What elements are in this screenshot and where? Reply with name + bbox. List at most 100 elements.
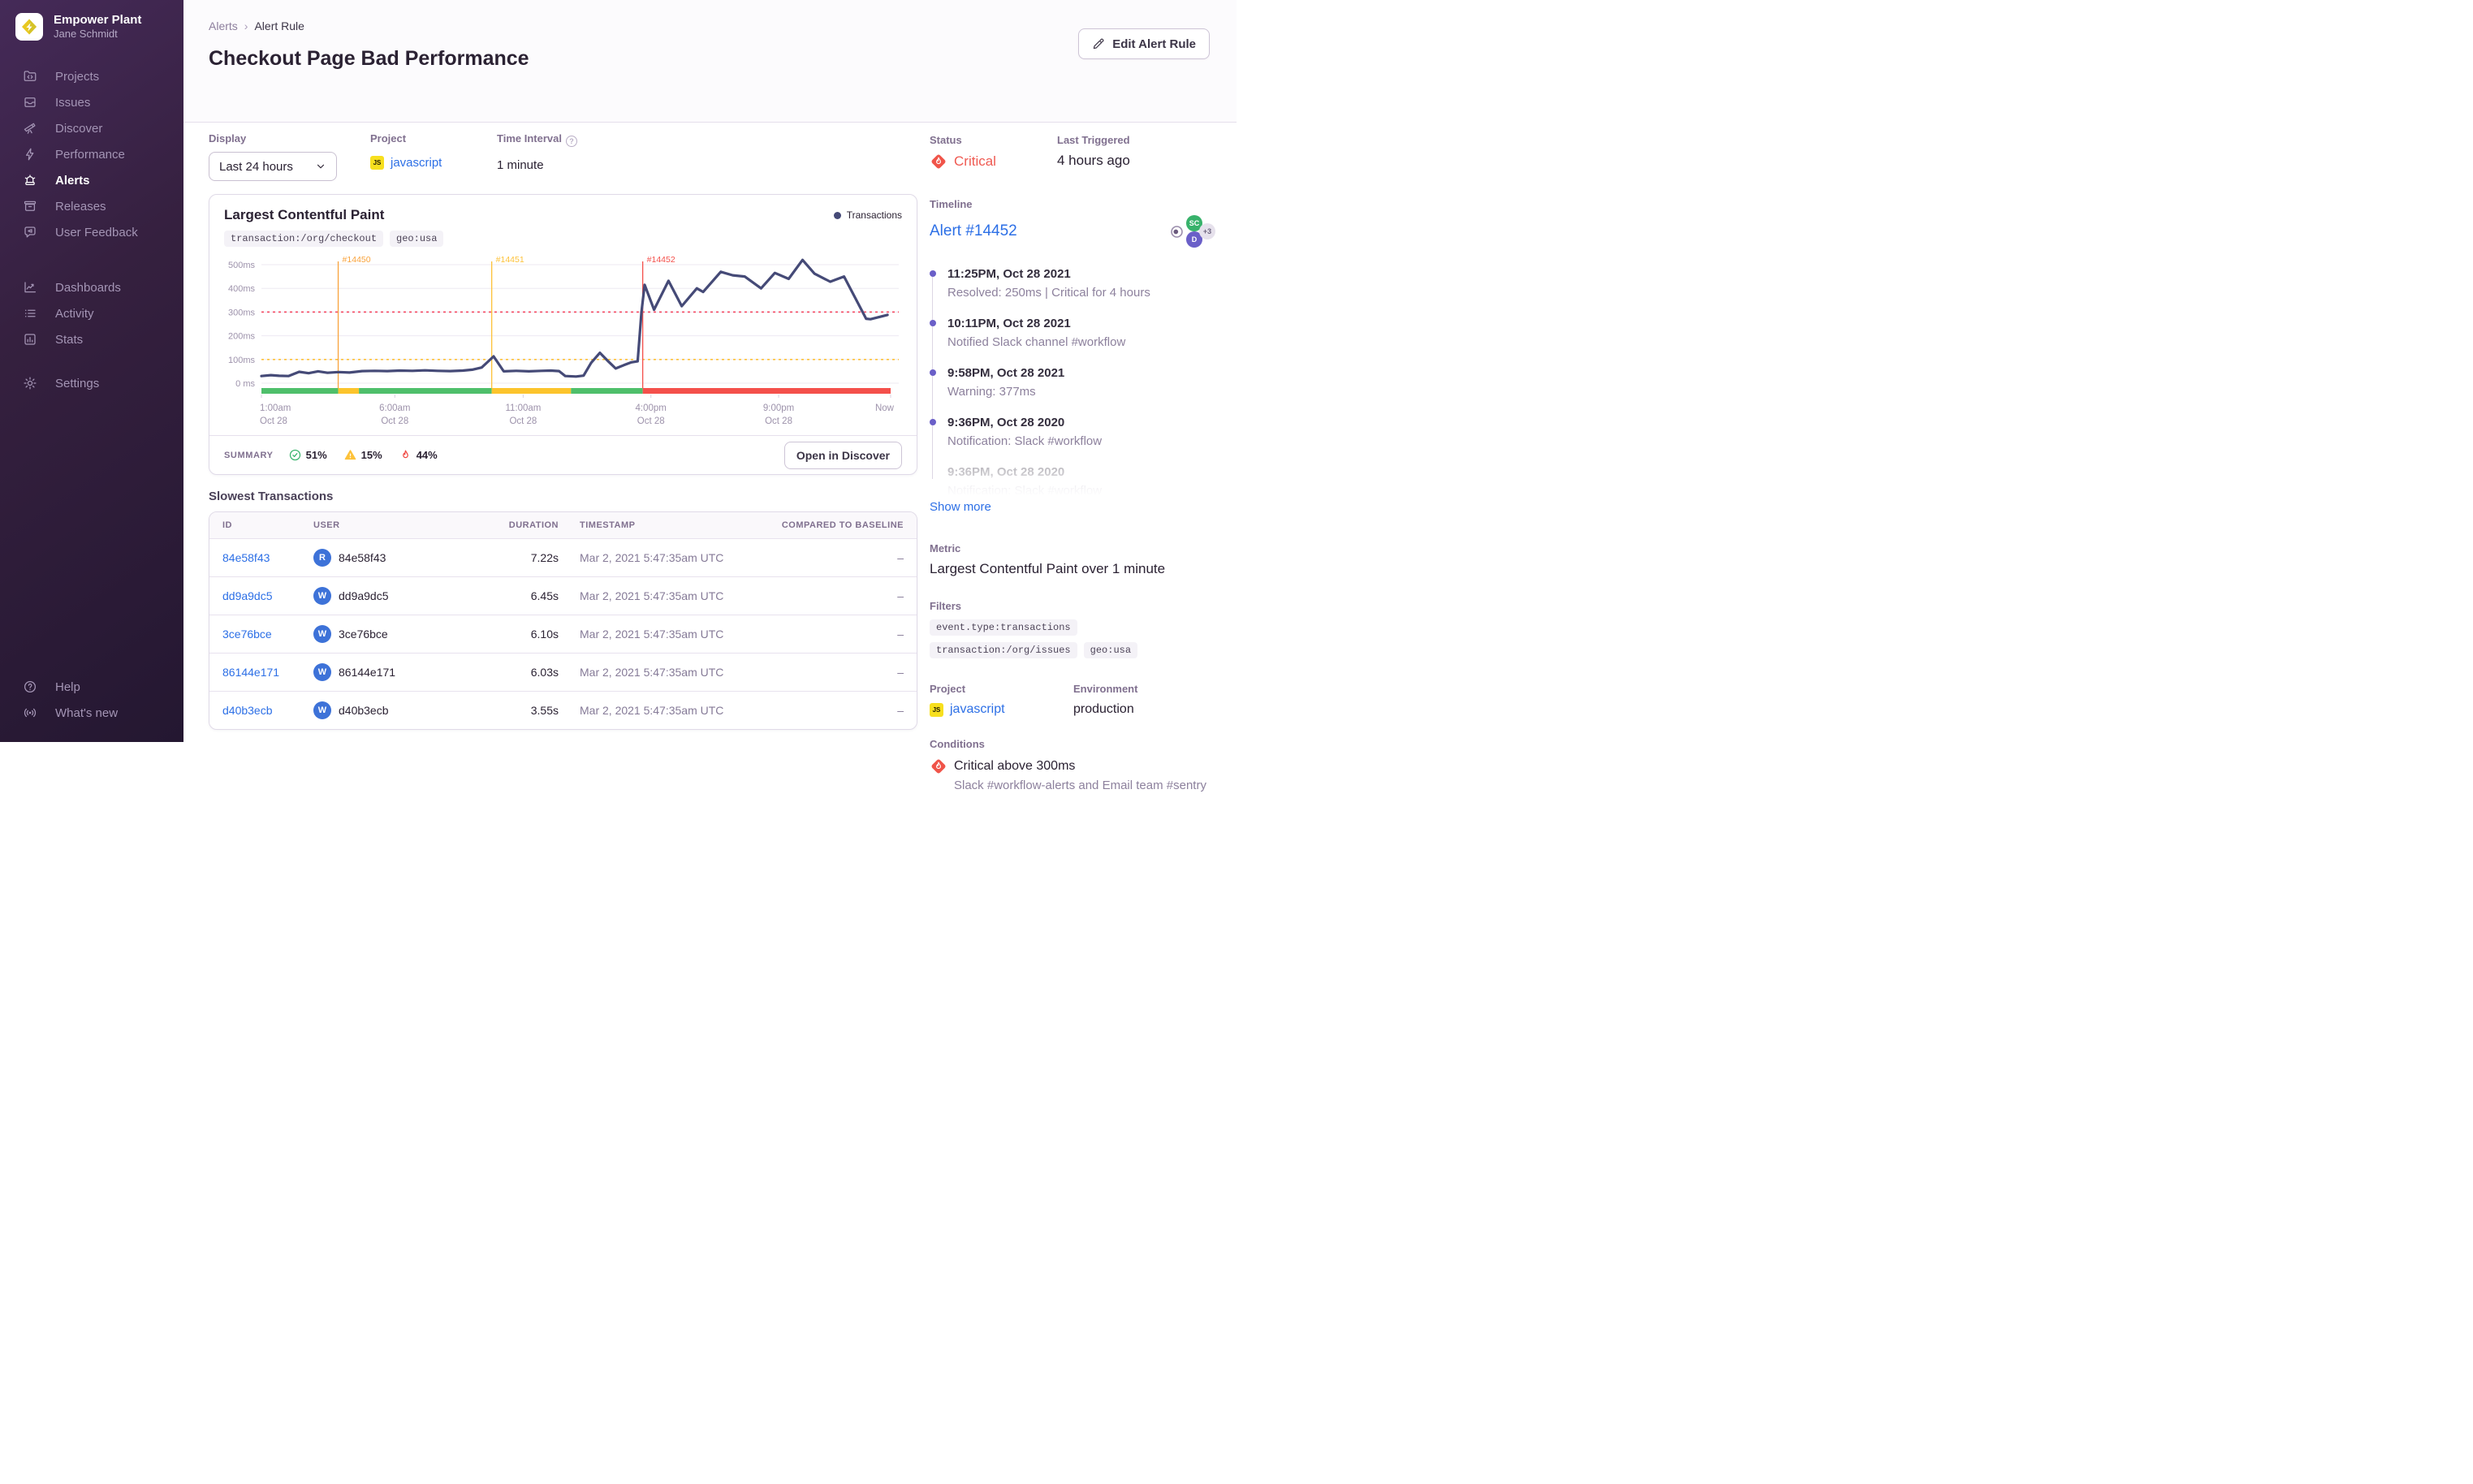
sidebar: Empower Plant Jane Schmidt Projects Issue… bbox=[0, 0, 183, 742]
breadcrumb-current: Alert Rule bbox=[254, 19, 304, 32]
help-tooltip-icon[interactable]: ? bbox=[565, 136, 577, 147]
show-more-link[interactable]: Show more bbox=[930, 500, 991, 514]
sidebar-item-label: Performance bbox=[55, 147, 125, 162]
sidebar-item-label: Discover bbox=[55, 121, 103, 136]
svg-text:Oct 28: Oct 28 bbox=[381, 416, 408, 426]
alert-number-link[interactable]: Alert #14452 bbox=[930, 222, 1017, 239]
sidebar-item-what-s-new[interactable]: What's new bbox=[0, 700, 183, 726]
sidebar-item-discover[interactable]: Discover bbox=[0, 115, 183, 141]
svg-text:0 ms: 0 ms bbox=[235, 379, 255, 389]
settings-icon bbox=[23, 376, 37, 390]
duration-value: 6.03s bbox=[530, 666, 559, 679]
lcp-chart: 0 ms 100ms 200ms 300ms 400ms 500ms #14450 #1445… bbox=[228, 255, 899, 426]
timeline-dot bbox=[930, 270, 936, 277]
transaction-id-link[interactable]: 3ce76bce bbox=[222, 628, 272, 641]
edit-alert-rule-button[interactable]: Edit Alert Rule bbox=[1078, 28, 1210, 59]
transactions-legend-label: Transactions bbox=[846, 209, 902, 221]
col-user: USER bbox=[313, 520, 340, 530]
alert-row: Alert #14452 SC D +3 bbox=[930, 215, 1215, 248]
org-logo bbox=[15, 13, 43, 41]
user-id: 3ce76bce bbox=[339, 628, 388, 641]
event-description: Resolved: 250ms | Critical for 4 hours bbox=[947, 286, 1150, 300]
project-link[interactable]: javascript bbox=[391, 156, 442, 170]
page-header: Alerts › Alert Rule Checkout Page Bad Pe… bbox=[183, 0, 1236, 123]
environment-value: production bbox=[1073, 702, 1134, 716]
project-detail-link[interactable]: javascript bbox=[950, 702, 1005, 716]
sidebar-item-user-feedback[interactable]: User Feedback bbox=[0, 219, 183, 245]
project-block: Project JS javascript bbox=[930, 683, 1073, 717]
activity-icon bbox=[23, 306, 37, 321]
event-description: Warning: 377ms bbox=[947, 385, 1036, 399]
transactions-table-body: 84e58f43 R 84e58f43 7.22s Mar 2, 2021 5:47:3… bbox=[209, 538, 917, 729]
transaction-id-link[interactable]: 84e58f43 bbox=[222, 551, 270, 564]
breadcrumb-alerts-link[interactable]: Alerts bbox=[209, 19, 238, 32]
event-time: 9:36PM, Oct 28 2020 bbox=[947, 416, 1065, 429]
sidebar-item-label: User Feedback bbox=[55, 225, 138, 239]
org-switcher[interactable]: Empower Plant Jane Schmidt bbox=[0, 0, 183, 41]
sidebar-item-stats[interactable]: Stats bbox=[0, 326, 183, 352]
sidebar-item-alerts[interactable]: Alerts bbox=[0, 167, 183, 193]
chart-summary-footer: SUMMARY 51% bbox=[209, 435, 917, 474]
summary-ok-stat: 51% bbox=[288, 448, 327, 462]
timestamp-value: Mar 2, 2021 5:47:35am UTC bbox=[580, 589, 724, 602]
sidebar-item-settings[interactable]: Settings bbox=[0, 370, 183, 396]
sidebar-nav: Projects Issues Discover Performance Alerts R… bbox=[0, 41, 183, 742]
svg-text:Oct 28: Oct 28 bbox=[260, 416, 287, 426]
transaction-id-link[interactable]: d40b3ecb bbox=[222, 704, 273, 717]
sidebar-item-label: Activity bbox=[55, 306, 94, 321]
filters-label: Filters bbox=[930, 600, 962, 612]
sidebar-item-projects[interactable]: Projects bbox=[0, 63, 183, 89]
sidebar-group-4: Help What's new bbox=[0, 674, 183, 726]
check-circle-icon bbox=[289, 449, 300, 461]
warning-triangle-icon bbox=[344, 450, 356, 460]
filter-tag: event.type:transactions bbox=[930, 619, 1077, 636]
table-row[interactable]: 84e58f43 R 84e58f43 7.22s Mar 2, 2021 5:47:3… bbox=[209, 538, 917, 576]
transaction-id-link[interactable]: 86144e171 bbox=[222, 666, 280, 679]
transactions-legend-dot bbox=[833, 211, 841, 219]
empower-plant-logo-icon bbox=[22, 19, 37, 35]
baseline-value: – bbox=[897, 589, 904, 602]
event-time: 9:36PM, Oct 28 2020 bbox=[947, 465, 1065, 479]
issues-icon bbox=[23, 95, 37, 110]
sidebar-item-dashboards[interactable]: Dashboards bbox=[0, 274, 183, 300]
timeline-events: 11:25PM, Oct 28 2021 Resolved: 250ms | Cr… bbox=[930, 265, 1215, 500]
projects-icon bbox=[23, 69, 37, 84]
svg-text:Now: Now bbox=[875, 403, 895, 413]
table-row[interactable]: 86144e171 W 86144e171 6.03s Mar 2, 2021 5:47… bbox=[209, 653, 917, 691]
sidebar-item-label: Issues bbox=[55, 95, 91, 110]
svg-text:Oct 28: Oct 28 bbox=[509, 416, 537, 426]
col-baseline: COMPARED TO BASELINE bbox=[781, 520, 904, 530]
event-time: 10:11PM, Oct 28 2021 bbox=[947, 317, 1071, 330]
svg-text:1:00am: 1:00am bbox=[260, 403, 291, 413]
user-avatar: W bbox=[313, 625, 331, 643]
sidebar-item-help[interactable]: Help bbox=[0, 674, 183, 700]
sidebar-item-label: Dashboards bbox=[55, 280, 121, 295]
sidebar-item-issues[interactable]: Issues bbox=[0, 89, 183, 115]
time-interval-value: 1 minute bbox=[497, 158, 544, 172]
duration-value: 7.22s bbox=[530, 551, 559, 564]
user-id: d40b3ecb bbox=[339, 704, 389, 717]
table-row[interactable]: 3ce76bce W 3ce76bce 6.10s Mar 2, 2021 5:47:3… bbox=[209, 615, 917, 653]
sidebar-item-label: Releases bbox=[55, 199, 106, 214]
display-select-value: Last 24 hours bbox=[219, 159, 293, 174]
open-in-discover-button[interactable]: Open in Discover bbox=[783, 441, 902, 469]
sidebar-item-label: Projects bbox=[55, 69, 100, 84]
sidebar-item-performance[interactable]: Performance bbox=[0, 141, 183, 167]
alerts-icon bbox=[23, 173, 37, 188]
edit-alert-rule-label: Edit Alert Rule bbox=[1112, 37, 1196, 51]
transaction-id-link[interactable]: dd9a9dc5 bbox=[222, 589, 273, 602]
sidebar-item-activity[interactable]: Activity bbox=[0, 300, 183, 326]
user-feedback-icon bbox=[23, 225, 37, 239]
svg-text:#14450: #14450 bbox=[343, 255, 371, 265]
timeline-dot bbox=[930, 419, 936, 425]
condition-title-row: Critical above 300ms bbox=[930, 757, 1215, 775]
right-panel: Status Critical Last Triggered 4 hours a… bbox=[930, 132, 1215, 792]
condition-title: Critical above 300ms bbox=[954, 759, 1076, 773]
event-time: 11:25PM, Oct 28 2021 bbox=[947, 267, 1071, 281]
sidebar-item-releases[interactable]: Releases bbox=[0, 193, 183, 219]
display-select[interactable]: Last 24 hours bbox=[209, 152, 337, 181]
environment-block: Environment production bbox=[1073, 683, 1137, 717]
baseline-value: – bbox=[897, 704, 904, 717]
